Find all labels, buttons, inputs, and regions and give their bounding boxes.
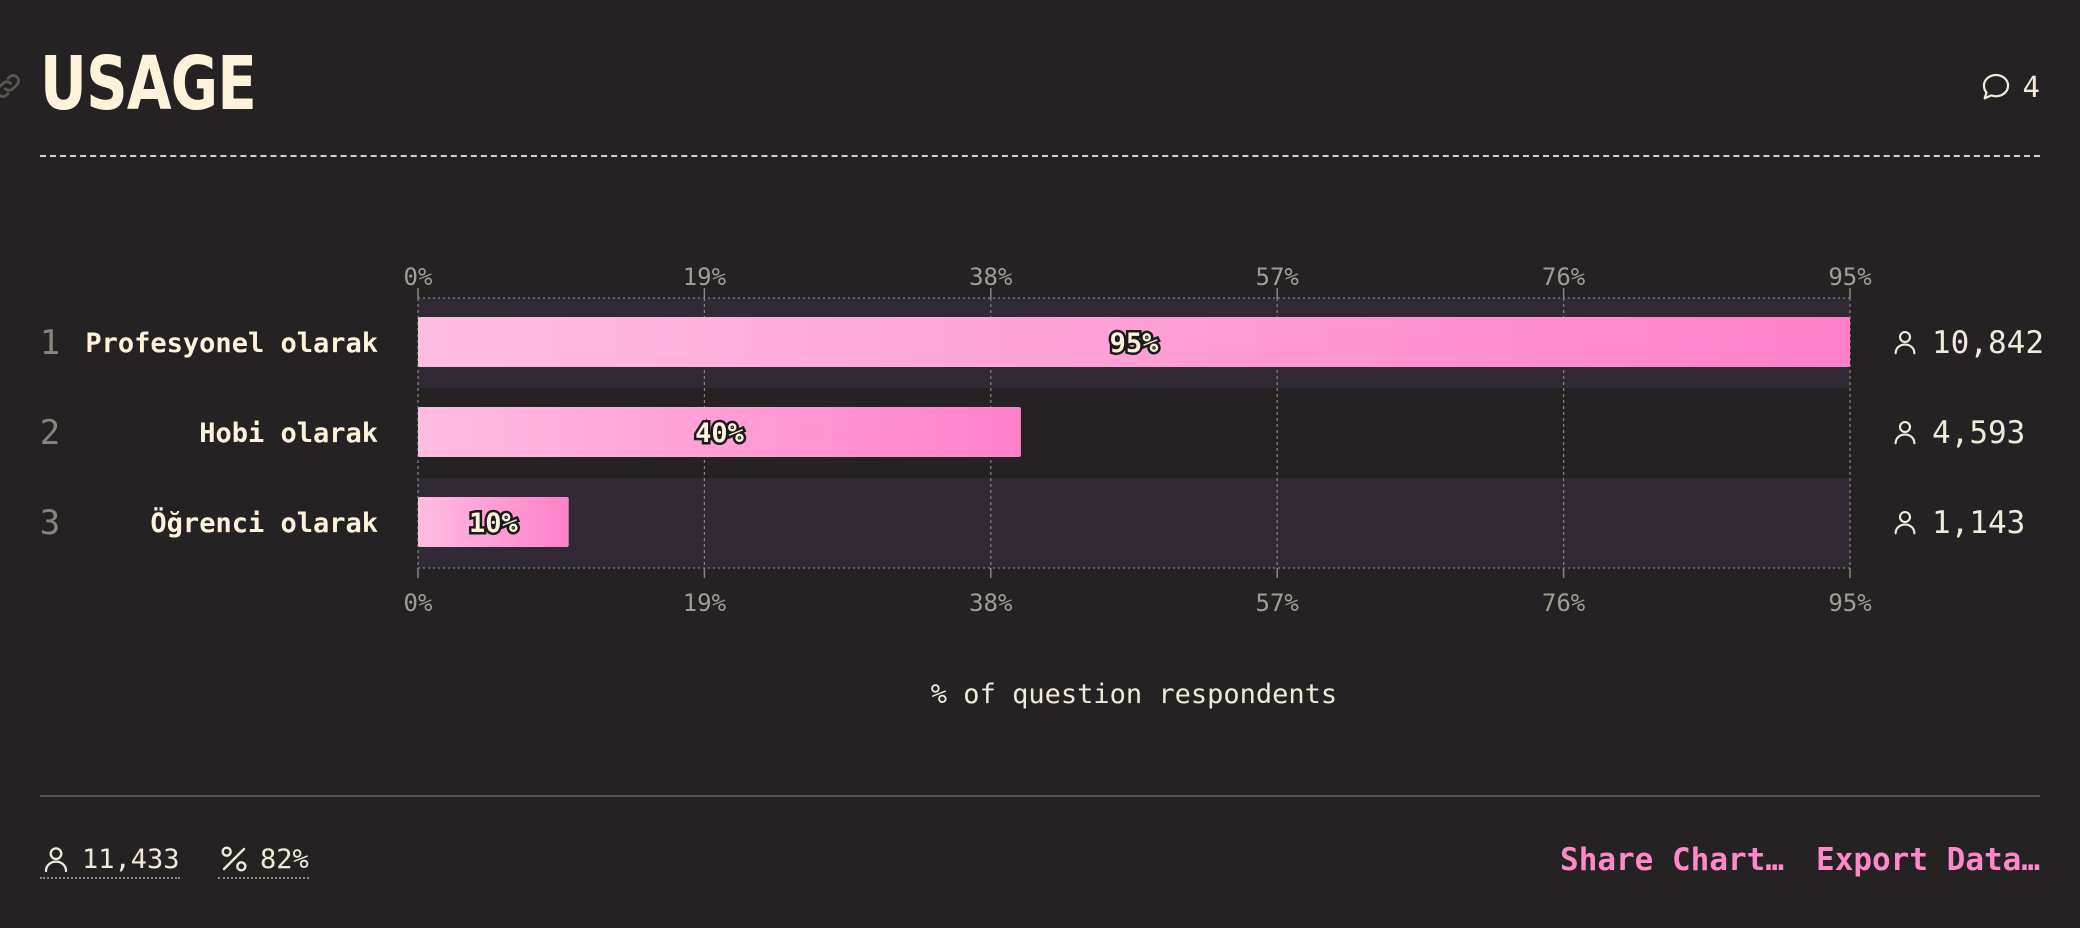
bar xyxy=(418,407,1021,457)
person-icon xyxy=(1894,420,1916,445)
comment-count: 4 xyxy=(2022,70,2040,104)
rank-number: 2 xyxy=(40,413,60,453)
x-tick-label-top: 19% xyxy=(683,263,727,291)
bar-value-label: 40% xyxy=(695,418,745,449)
person-icon xyxy=(1894,330,1916,355)
rank-number: 1 xyxy=(40,323,60,363)
x-tick-label-top: 0% xyxy=(404,263,433,291)
category-label: Öğrenci olarak xyxy=(150,506,378,539)
link-icon[interactable] xyxy=(0,70,24,102)
person-icon-head xyxy=(1898,420,1912,434)
x-tick-label-top: 76% xyxy=(1542,263,1586,291)
person-icon-head xyxy=(1898,330,1912,344)
x-tick-label-bottom: 76% xyxy=(1542,589,1586,617)
bar-value-label: 95% xyxy=(1110,328,1160,359)
category-label: Hobi olarak xyxy=(199,418,378,449)
total-respondents-value: 11,433 xyxy=(82,843,180,875)
x-tick-label-top: 57% xyxy=(1256,263,1300,291)
comment-icon xyxy=(1982,73,2009,100)
person-icon xyxy=(1894,510,1916,535)
bar xyxy=(418,497,569,547)
person-icon xyxy=(44,847,68,873)
share-chart-button[interactable]: Share Chart… xyxy=(1560,842,1784,878)
respondent-count: 4,593 xyxy=(1932,415,2025,451)
category-label: Profesyonel olarak xyxy=(85,328,378,359)
comments-button[interactable]: 4 xyxy=(1979,70,2040,104)
respondent-count: 1,143 xyxy=(1932,505,2025,541)
person-icon-body xyxy=(1894,343,1916,355)
x-tick-label-top: 95% xyxy=(1828,263,1872,291)
footer-divider xyxy=(40,795,2040,797)
x-tick-label-bottom: 0% xyxy=(404,589,433,617)
x-tick-label-bottom: 19% xyxy=(683,589,727,617)
person-icon-body xyxy=(1894,523,1916,535)
person-icon-body xyxy=(1894,433,1916,445)
usage-bar-chart: 0% 0% 19% 19% 38% 38% 57% 57% 76% 76% 95% 95% 1 Profe… xyxy=(40,263,2044,710)
x-tick-label-top: 38% xyxy=(969,263,1013,291)
row-band xyxy=(418,478,1850,568)
x-tick-label-bottom: 57% xyxy=(1256,589,1300,617)
person-icon-head xyxy=(1898,510,1912,524)
header-divider xyxy=(40,155,2040,157)
bar-value-label: 10% xyxy=(469,508,519,539)
x-tick-label-bottom: 38% xyxy=(969,589,1013,617)
x-tick-label-bottom: 95% xyxy=(1828,589,1872,617)
page-title: USAGE xyxy=(40,41,257,127)
respondent-count: 10,842 xyxy=(1932,325,2044,361)
export-data-button[interactable]: Export Data… xyxy=(1816,842,2040,878)
response-rate-stat[interactable]: 82% xyxy=(218,843,309,879)
bar xyxy=(418,317,1850,367)
percent-icon xyxy=(221,846,247,872)
response-rate-value: 82% xyxy=(260,843,309,875)
total-respondents-stat[interactable]: 11,433 xyxy=(40,843,180,879)
x-axis-title: % of question respondents xyxy=(931,679,1337,710)
rank-number: 3 xyxy=(40,503,60,543)
